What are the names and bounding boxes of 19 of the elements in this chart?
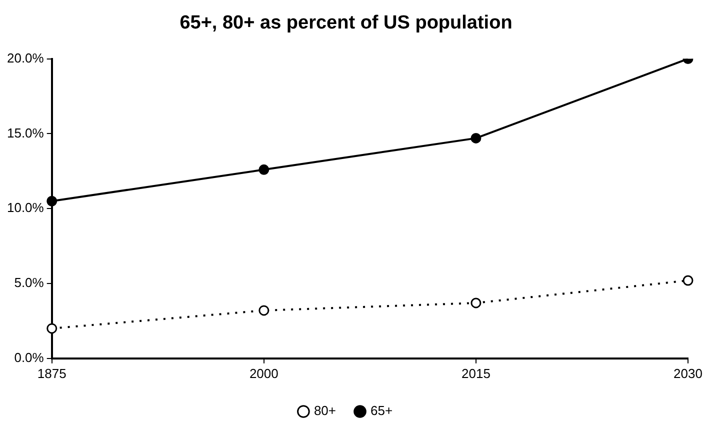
chart-title: 65+, 80+ as percent of US population <box>180 12 512 34</box>
x-tick-label: 1875 <box>37 366 66 381</box>
point <box>682 275 694 286</box>
point <box>46 323 58 334</box>
point <box>258 305 270 316</box>
point <box>470 132 482 144</box>
y-tick-label: 10.0% <box>6 200 44 216</box>
x-tick-label: 2000 <box>249 366 278 381</box>
legend-label: 65+ <box>370 403 393 418</box>
x-tick-label: 2030 <box>674 366 702 381</box>
point <box>46 196 58 206</box>
y-tick-label: 0.0% <box>14 350 44 365</box>
point <box>470 298 482 308</box>
y-tick-label: 15.0% <box>6 125 44 140</box>
y-tick-label: 5.0% <box>14 275 44 290</box>
point <box>258 164 270 175</box>
legend-label: 80+ <box>314 403 336 418</box>
x-tick-label: 2015 <box>461 366 490 381</box>
y-tick-label: 20.0% <box>6 50 44 66</box>
